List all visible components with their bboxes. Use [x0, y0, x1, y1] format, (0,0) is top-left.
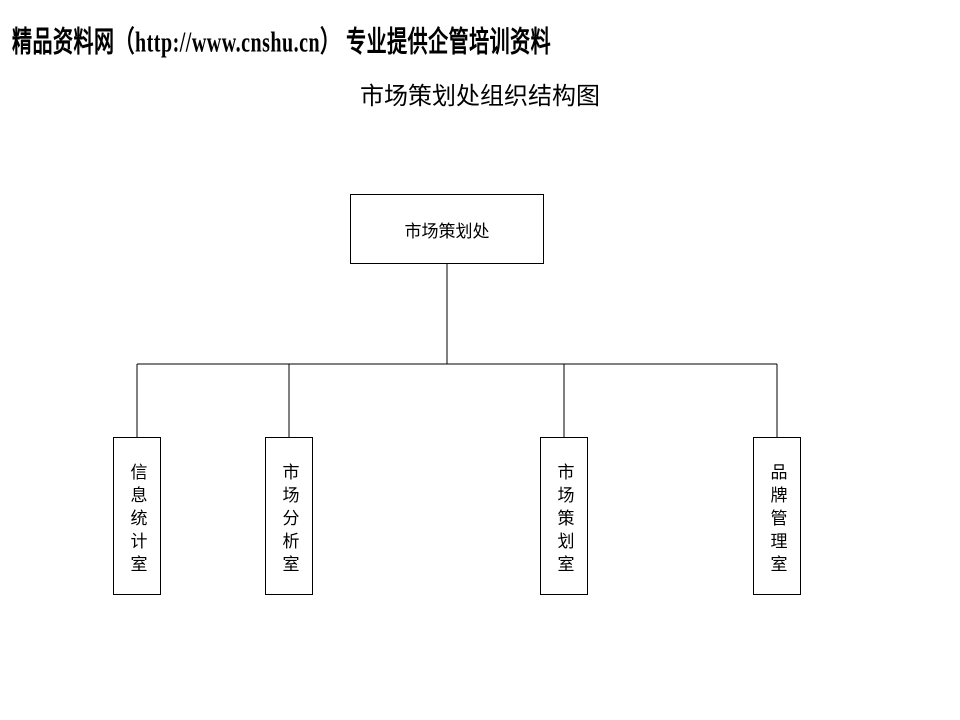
org-child-node: 品牌管理室	[753, 437, 801, 595]
org-child-node: 市场策划室	[540, 437, 588, 595]
diagram-title: 市场策划处组织结构图	[0, 76, 960, 111]
org-root-node: 市场策划处	[350, 194, 544, 264]
page-header: 精品资料网（http://www.cnshu.cn） 专业提供企管培训资料	[12, 18, 551, 60]
header-text: 精品资料网（http://www.cnshu.cn） 专业提供企管培训资料	[12, 27, 551, 59]
org-child-node: 信息统计室	[113, 437, 161, 595]
org-child-node: 市场分析室	[265, 437, 313, 595]
